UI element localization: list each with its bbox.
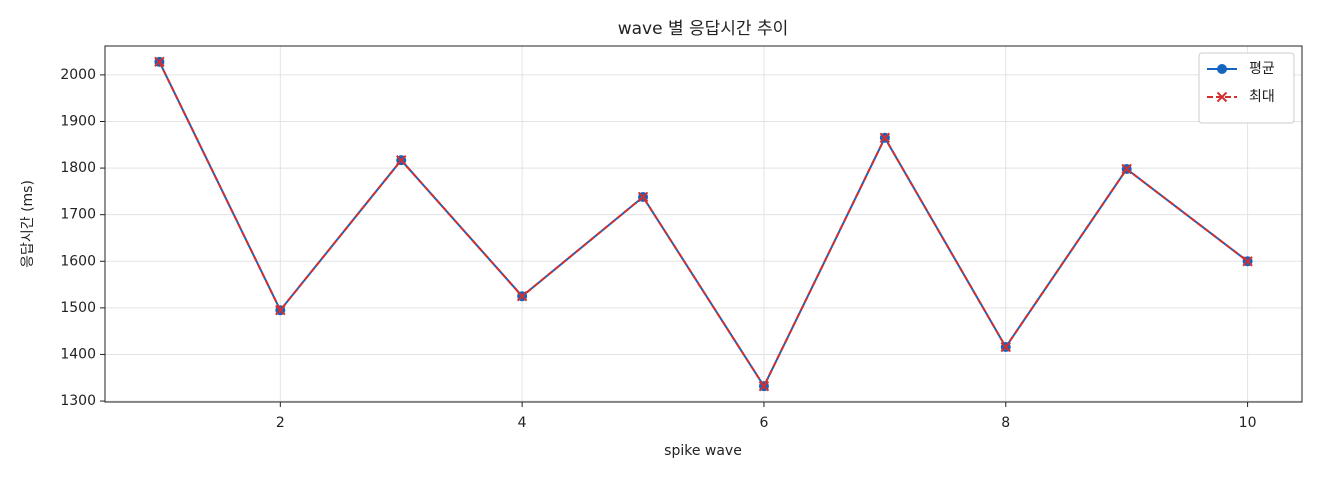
legend-label: 최대 <box>1249 89 1275 105</box>
plot-frame <box>104 45 1303 403</box>
series-line <box>158 61 1249 389</box>
x-tick-label: 10 <box>1239 415 1257 431</box>
marker <box>637 191 649 203</box>
y-tick-label: 1600 <box>60 253 96 269</box>
chart-title: wave 별 응답시간 추이 <box>618 19 789 39</box>
y-tick-label: 1500 <box>60 300 96 316</box>
marker <box>879 132 891 144</box>
y-axis-label: 응답시간 (ms) <box>20 180 36 268</box>
x-tick-label: 6 <box>759 415 768 431</box>
legend-label: 평균 <box>1249 61 1275 77</box>
y-tick-label: 1800 <box>60 160 96 176</box>
y-tick-label: 2000 <box>60 67 96 83</box>
marker <box>275 304 286 316</box>
marker <box>154 56 165 68</box>
x-axis-label: spike wave <box>664 443 742 459</box>
x-tick-label: 4 <box>518 415 527 431</box>
legend-frame <box>1198 52 1295 124</box>
marker <box>1121 163 1132 175</box>
marker <box>1000 341 1011 353</box>
series-line <box>158 61 1249 389</box>
marker <box>396 154 407 166</box>
y-tick-label: 1700 <box>60 207 96 223</box>
legend-marker <box>1217 64 1227 74</box>
x-tick-label: 8 <box>1001 415 1010 431</box>
x-tick-label: 2 <box>276 415 285 431</box>
y-tick-label: 1300 <box>60 393 96 409</box>
y-tick-label: 1900 <box>60 113 96 129</box>
legend-marker <box>1216 91 1228 103</box>
marker <box>1242 256 1253 267</box>
marker <box>758 380 770 392</box>
marker <box>516 291 528 302</box>
y-tick-label: 1400 <box>60 346 96 362</box>
